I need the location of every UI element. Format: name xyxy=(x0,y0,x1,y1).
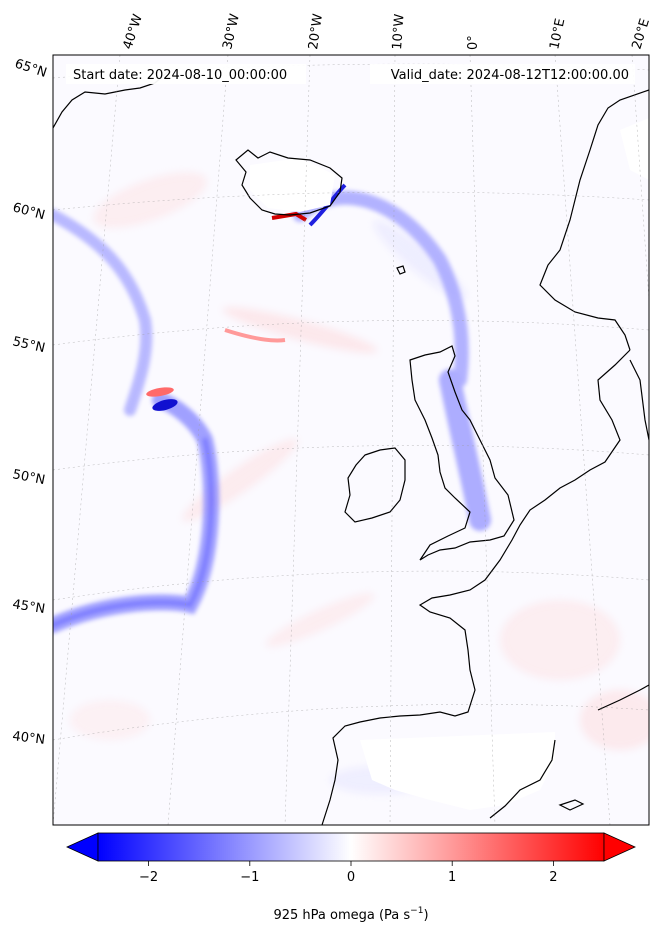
valid-date-label: Valid_date: 2024-08-12T12:00:00.00 xyxy=(391,68,629,83)
colorbar-ticks: −2 −1 0 1 2 xyxy=(139,861,558,885)
lon-label-20e: 20°E xyxy=(629,17,652,51)
lon-label-10w: 10°W xyxy=(390,13,407,50)
colorbar-tick-label: 2 xyxy=(549,870,557,885)
lon-label-10e: 10°E xyxy=(547,17,568,51)
lat-label-45n: 45°N xyxy=(11,597,46,617)
lon-label-30w: 30°W xyxy=(220,12,243,50)
colorbar-tick-label: −1 xyxy=(240,870,259,885)
lat-label-65n: 65°N xyxy=(13,57,49,81)
colorbar-tick-label: 0 xyxy=(347,870,355,885)
map-frame xyxy=(52,54,650,826)
map-panel: Start date: 2024-08-10_00:00:00 Valid_da… xyxy=(11,12,653,826)
graticule xyxy=(53,55,649,825)
latitude-labels: 65°N 60°N 55°N 50°N 45°N 40°N xyxy=(11,57,49,748)
lat-label-40n: 40°N xyxy=(12,729,46,748)
lat-label-55n: 55°N xyxy=(11,334,46,356)
colorbar-body xyxy=(97,832,605,862)
colorbar-min-arrow xyxy=(66,832,99,862)
colorbar-label: 925 hPa omega (Pa s−1) xyxy=(273,906,428,923)
lon-label-20w: 20°W xyxy=(306,13,326,51)
colorbar: −2 −1 0 1 2 925 hPa omega (Pa s−1) xyxy=(66,832,636,923)
start-date-label: Start date: 2024-08-10_00:00:00 xyxy=(73,68,287,83)
lat-label-60n: 60°N xyxy=(11,200,47,223)
lon-label-40w: 40°W xyxy=(121,12,146,51)
lon-label-0: 0° xyxy=(466,35,481,50)
land-mask xyxy=(250,118,649,810)
lat-label-50n: 50°N xyxy=(11,467,46,488)
colorbar-tick-label: 1 xyxy=(448,870,456,885)
longitude-labels: 40°W 30°W 20°W 10°W 0° 10°E 20°E xyxy=(121,12,653,51)
omega-field xyxy=(53,55,649,825)
colorbar-tick-label: −2 xyxy=(139,870,158,885)
colorbar-max-arrow xyxy=(603,832,636,862)
